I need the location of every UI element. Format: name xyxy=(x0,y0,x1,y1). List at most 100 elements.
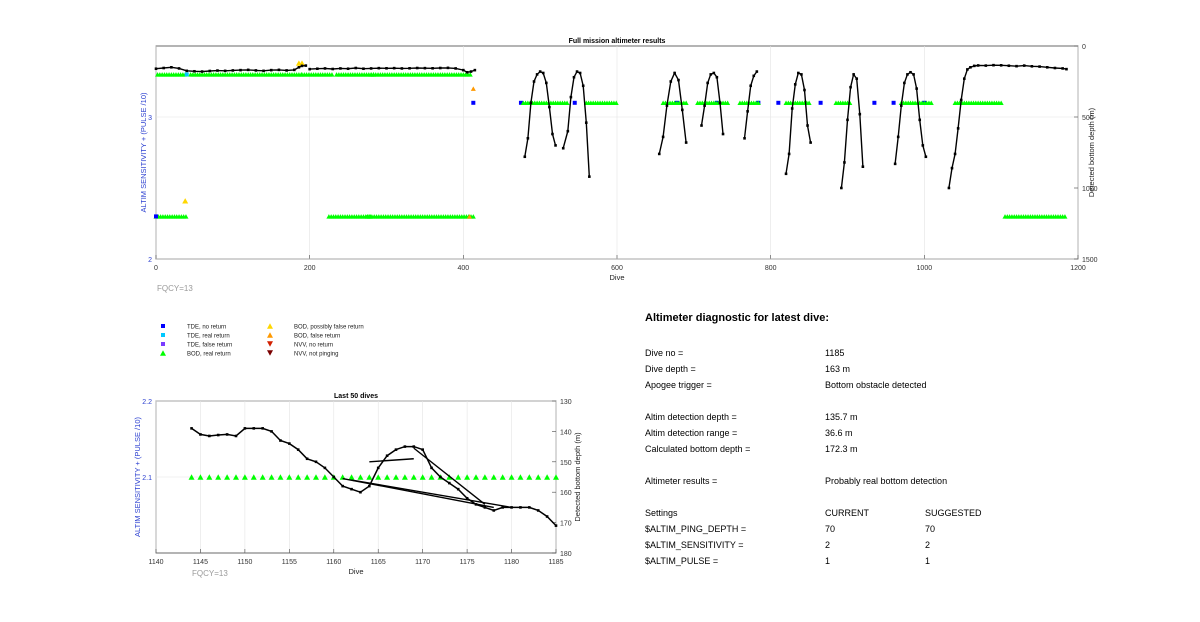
bod-real-return-marker xyxy=(197,474,204,480)
depth-point xyxy=(277,68,281,72)
depth-point xyxy=(840,186,843,190)
depth-point xyxy=(216,69,219,72)
y-left-tick-label: 2.2 xyxy=(142,399,152,406)
depth-point xyxy=(657,152,661,156)
depth-point xyxy=(354,66,358,70)
bod-real-return-marker xyxy=(455,474,462,480)
bod-real-return-marker xyxy=(508,474,515,480)
depth-point xyxy=(715,75,719,79)
depth-point xyxy=(376,466,380,470)
legend-marker xyxy=(161,324,165,328)
y-right-tick-label: 140 xyxy=(560,429,572,436)
depth-point xyxy=(806,124,809,127)
depth-point xyxy=(545,81,548,85)
depth-point xyxy=(154,67,158,71)
depth-point xyxy=(304,64,308,67)
depth-point xyxy=(584,121,588,124)
depth-point xyxy=(446,66,450,70)
depth-point xyxy=(903,81,906,85)
bod-real-return-marker xyxy=(215,474,222,480)
depth-point xyxy=(279,439,282,442)
depth-point xyxy=(392,66,396,70)
y-left-tick-label: 2.1 xyxy=(142,475,152,482)
depth-point xyxy=(529,101,533,105)
depth-point xyxy=(465,70,469,74)
depth-point xyxy=(519,506,522,509)
depth-point xyxy=(208,69,212,73)
setting-name: $ALTIM_PING_DEPTH = xyxy=(645,524,747,534)
depth-point xyxy=(193,69,196,73)
depth-point xyxy=(950,166,954,170)
depth-point xyxy=(305,457,309,461)
depth-point xyxy=(350,487,353,491)
depth-trace-line xyxy=(948,64,1067,189)
legend-marker xyxy=(267,323,273,329)
setting-suggested: 1 xyxy=(925,556,931,566)
depth-point xyxy=(752,74,756,78)
depth-point xyxy=(1015,64,1018,68)
bod-real-return-marker xyxy=(241,474,248,480)
depth-point xyxy=(225,433,229,436)
bod-real-return-marker xyxy=(224,474,231,480)
depth-point xyxy=(966,68,969,71)
x-tick-label: 1140 xyxy=(148,559,163,566)
depth-point xyxy=(300,64,304,68)
depth-point xyxy=(1022,64,1026,67)
depth-point xyxy=(190,427,193,430)
bod-real-return-marker xyxy=(613,100,619,106)
depth-point xyxy=(285,69,288,72)
bod-real-return-marker xyxy=(393,474,399,480)
depth-point xyxy=(223,69,227,73)
bod-real-return-marker xyxy=(755,100,761,106)
depth-trace-segment xyxy=(351,479,512,509)
depth-point xyxy=(1030,65,1034,68)
depth-point xyxy=(532,80,536,83)
depth-point xyxy=(918,118,922,122)
depth-point xyxy=(541,71,545,75)
depth-point xyxy=(269,68,273,72)
bod-real-return-marker xyxy=(329,72,335,77)
depth-point xyxy=(677,78,680,82)
setting-name: $ALTIM_SENSITIVITY = xyxy=(645,540,744,550)
depth-point xyxy=(915,87,918,90)
diag-label: Altim detection depth = xyxy=(645,412,737,422)
bod-real-return-marker xyxy=(233,474,239,480)
depth-point xyxy=(803,88,806,92)
bod-real-return-marker xyxy=(410,474,417,480)
depth-point xyxy=(861,165,865,168)
bod-real-return-marker xyxy=(725,100,731,106)
x-tick-label: 1145 xyxy=(193,559,208,566)
depth-point xyxy=(790,107,794,110)
x-axis-label: Dive xyxy=(609,273,624,282)
depth-point xyxy=(316,67,319,71)
depth-point xyxy=(465,496,469,500)
bod-real-return-marker xyxy=(268,474,275,480)
depth-point xyxy=(858,112,862,116)
x-axis-label: Dive xyxy=(348,567,363,576)
tde-no-return-marker xyxy=(891,100,896,105)
legend-marker xyxy=(267,341,273,347)
depth-point xyxy=(323,67,327,70)
bod-real-return-marker xyxy=(295,474,302,480)
depth-point xyxy=(746,110,749,113)
legend-label: BOD, possibly false return xyxy=(294,325,364,331)
bod-real-return-marker xyxy=(544,474,551,480)
legend-marker xyxy=(267,350,273,356)
x-tick-label: 800 xyxy=(765,265,777,272)
depth-point xyxy=(959,98,963,102)
depth-point xyxy=(846,118,849,122)
depth-point xyxy=(661,135,665,139)
fqcy-annotation: FQCY=13 xyxy=(192,569,228,578)
depth-point xyxy=(976,64,980,67)
depth-point xyxy=(787,152,791,156)
depth-point xyxy=(369,67,373,70)
y-right-tick-label: 170 xyxy=(560,521,572,528)
y-right-tick-label: 0 xyxy=(1082,44,1086,51)
depth-point xyxy=(297,66,301,69)
legend-label: BOD, false return xyxy=(294,334,340,340)
depth-point xyxy=(523,155,527,159)
diag-value: 172.3 m xyxy=(825,444,858,454)
depth-trace-line xyxy=(155,64,306,73)
depth-point xyxy=(703,104,706,107)
bod-real-return-marker xyxy=(1062,214,1068,219)
